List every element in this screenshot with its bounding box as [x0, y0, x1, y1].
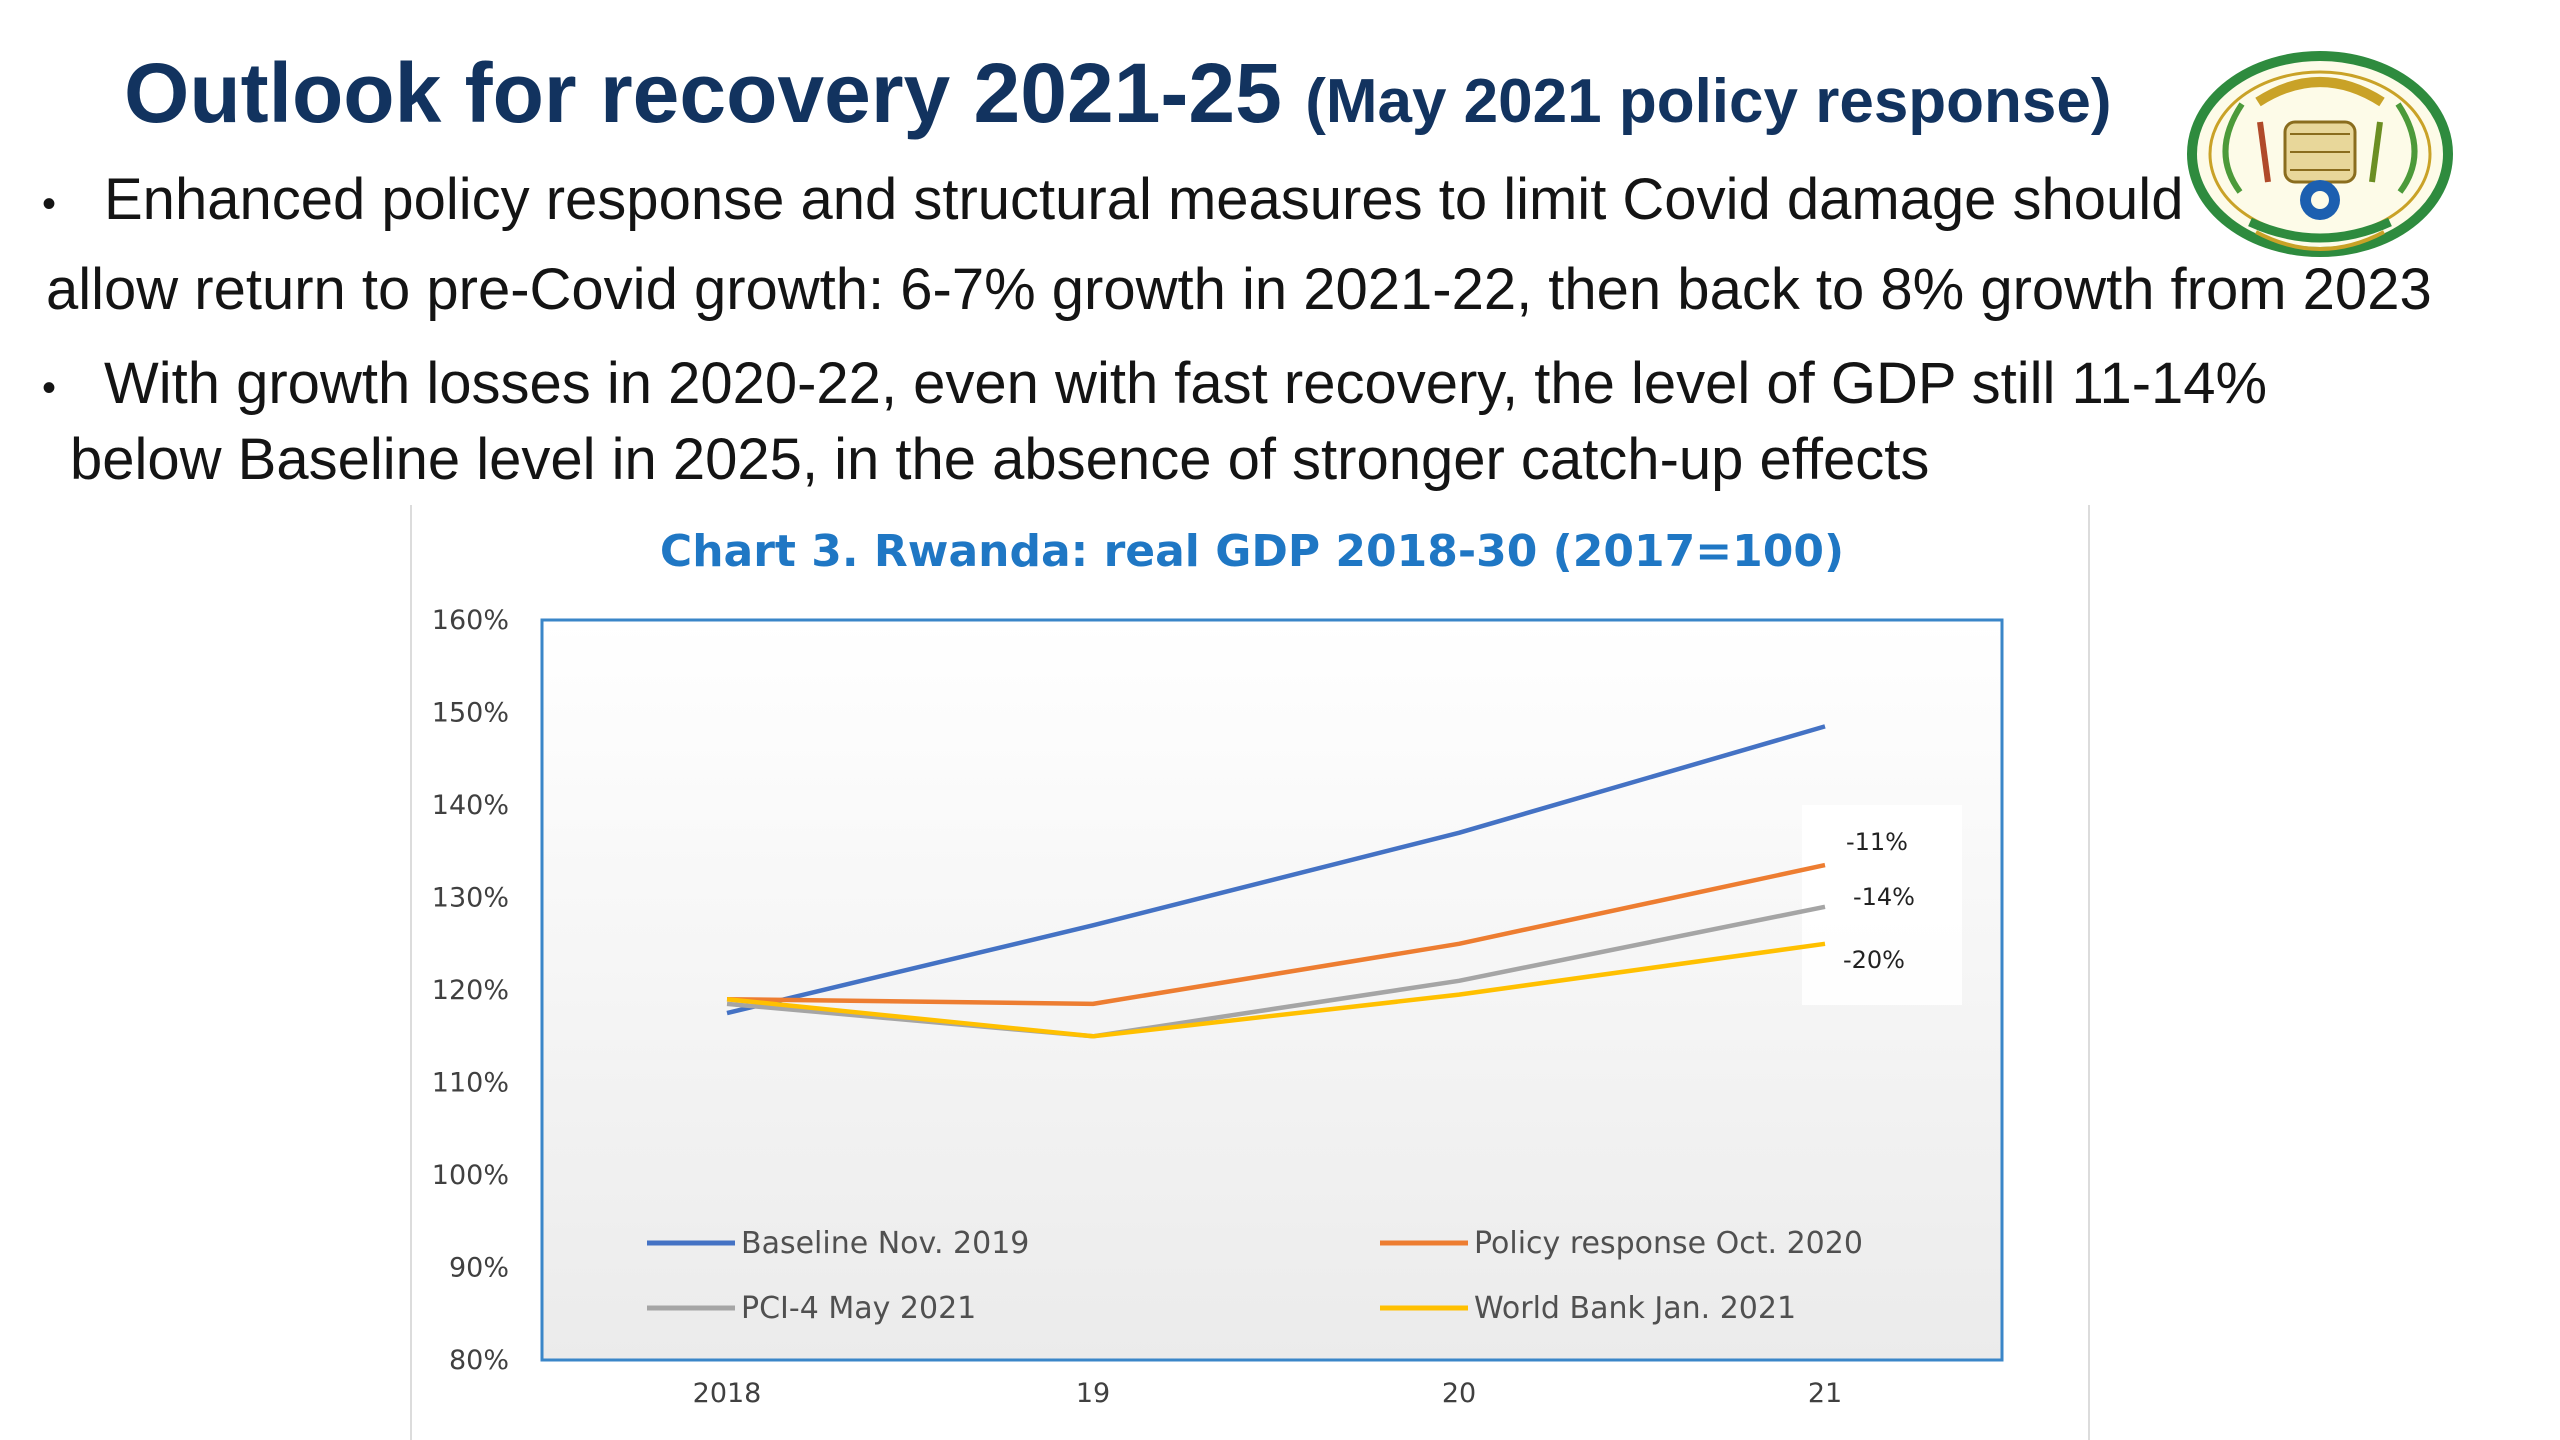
bullet-2-glyph: •: [42, 365, 57, 410]
chart-title: Chart 3. Rwanda: real GDP 2018-30 (2017=…: [660, 526, 1844, 577]
bullet-1-line-1: • Enhanced policy response and structural…: [42, 160, 2183, 244]
bullet-2-text-1: With growth losses in 2020-22, even with…: [104, 351, 2268, 416]
chart-container: Chart 3. Rwanda: real GDP 2018-30 (2017=…: [410, 505, 2090, 1440]
annotation-box: [1802, 805, 1962, 1005]
y-tick-label: 130%: [432, 883, 509, 914]
bullet-1-glyph: •: [42, 181, 57, 226]
series-lines: [726, 724, 1826, 1039]
y-tick-label: 120%: [432, 975, 509, 1006]
y-tick-label: 150%: [432, 698, 509, 729]
rwanda-coat-of-arms-icon: [2187, 51, 2453, 257]
series-line-3: [726, 904, 1826, 1039]
y-tick-label: 80%: [449, 1345, 509, 1376]
y-tick-label: 160%: [432, 605, 509, 636]
y-tick-label: 100%: [432, 1160, 509, 1191]
bullet-2-line-2: below Baseline level in 2025, in the abs…: [70, 427, 1930, 492]
series-line-1: [726, 724, 1826, 1016]
annotation-label: -14%: [1853, 883, 1915, 911]
legend-label: Baseline Nov. 2019: [741, 1226, 1029, 1261]
y-axis-ticks: 160% 150% 140% 130% 120% 110% 100% 90% 80%: [432, 605, 509, 1376]
chart-legend: Baseline Nov. 2019 Policy response Oct. 2…: [647, 1226, 1863, 1326]
y-tick-label: 90%: [449, 1253, 509, 1284]
gdp-line-chart: Chart 3. Rwanda: real GDP 2018-30 (2017=…: [432, 526, 2004, 1409]
series-line-2: [726, 862, 1826, 1007]
bullet-1-text-1: Enhanced policy response and structural …: [104, 167, 2184, 232]
y-tick-label: 110%: [432, 1068, 509, 1099]
x-tick-label: 20: [1442, 1378, 1476, 1409]
bullet-2-line-1: • With growth losses in 2020-22, even wit…: [42, 344, 2267, 428]
legend-label: PCI-4 May 2021: [741, 1291, 976, 1326]
annotation-label: -11%: [1846, 828, 1908, 856]
y-tick-label: 140%: [432, 790, 509, 821]
series-line-4: [726, 941, 1826, 1039]
title-subtitle: (May 2021 policy response): [1305, 67, 2112, 136]
bullet-1-line-2: allow return to pre-Covid growth: 6-7% g…: [46, 257, 2432, 322]
title-main: Outlook for recovery 2021-25: [124, 46, 1282, 140]
legend-label: Policy response Oct. 2020: [1474, 1226, 1863, 1261]
legend-label: World Bank Jan. 2021: [1474, 1291, 1796, 1326]
plot-area: [540, 618, 2004, 1362]
x-tick-label: 21: [1808, 1378, 1842, 1409]
x-tick-label: 2018: [693, 1378, 762, 1409]
line-annotations: -11% -14% -20%: [1843, 828, 1915, 974]
annotation-label: -20%: [1843, 946, 1905, 974]
x-tick-label: 19: [1076, 1378, 1110, 1409]
slide-title: Outlook for recovery 2021-25 (May 2021 p…: [124, 38, 2112, 157]
x-axis-ticks: 2018 19 20 21: [693, 1378, 1843, 1409]
